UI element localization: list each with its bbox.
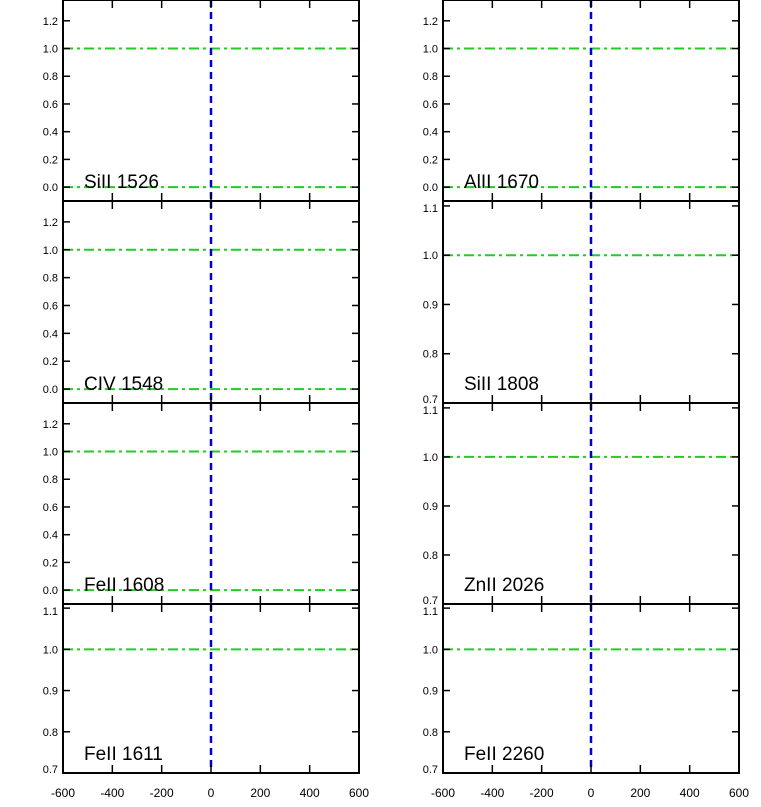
panel-feii-1611: 0.7 0.8 0.9 1.0 1.1 FeII 1611: [43, 604, 359, 776]
y-tick-label: 0.9: [423, 299, 438, 311]
x-tick-label: 200: [630, 786, 650, 800]
panel-feii-1608: 0.0 0.2 0.4 0.6 0.8 1.0 1.2 FeII 1608: [43, 403, 359, 604]
y-tick-label: 1.0: [423, 44, 438, 56]
x-tick-label: 400: [300, 786, 320, 800]
x-tick-label: 0: [208, 786, 215, 800]
y-tick-label: 1.0: [43, 644, 58, 656]
y-tick-label: 0.8: [423, 550, 438, 562]
y-tick-label: 0.2: [43, 154, 58, 166]
x-tick-label: -400: [480, 786, 504, 800]
y-tick-label: 0.4: [43, 530, 58, 542]
y-tick-label: 0.0: [43, 384, 58, 396]
panel-alii-1670: 0.0 0.2 0.4 0.6 0.8 1.0 1.2 AlII 1670: [423, 0, 739, 201]
y-tick-label: 0.7: [43, 764, 58, 776]
panel-label: CIV 1548: [84, 374, 163, 395]
y-tick-label: 0.4: [43, 127, 58, 139]
y-tick-label: 0.9: [423, 686, 438, 698]
y-tick-label: 1.0: [423, 452, 438, 464]
x-tick-label: 200: [250, 786, 270, 800]
y-tick-label: 0.8: [423, 71, 438, 83]
panel-label: FeII 2260: [464, 744, 544, 765]
panel-feii-2260: 0.7 0.8 0.9 1.0 1.1 FeII 2260: [423, 604, 739, 776]
y-tick-label: 0.6: [423, 99, 438, 111]
y-tick-label: 1.2: [43, 217, 58, 229]
panel-label: FeII 1608: [84, 575, 164, 596]
panel-label: SiII 1526: [84, 172, 159, 193]
y-tick-label: 0.2: [43, 356, 58, 368]
y-tick-label: 1.1: [43, 606, 58, 618]
y-tick-label: 1.0: [423, 644, 438, 656]
y-tick-label: 0.7: [423, 764, 438, 776]
y-tick-label: 0.8: [43, 71, 58, 83]
y-tick-label: 1.1: [423, 405, 438, 417]
y-tick-label: 0.2: [43, 557, 58, 569]
y-tick-label: 0.6: [43, 99, 58, 111]
y-tick-label: 0.0: [43, 182, 58, 194]
y-tick-label: 0.8: [43, 474, 58, 486]
y-tick-label: 1.0: [43, 245, 58, 257]
panel-civ-1548: 0.0 0.2 0.4 0.6 0.8 1.0 1.2 CIV 1548: [43, 201, 359, 403]
y-tick-label: 0.6: [43, 300, 58, 312]
y-tick-label: 0.4: [423, 127, 438, 139]
x-tick-label: -400: [100, 786, 124, 800]
y-tick-label: 0.8: [423, 349, 438, 361]
y-tick-label: 0.4: [43, 328, 58, 340]
y-tick-label: 1.2: [423, 16, 438, 28]
y-tick-label: 1.0: [43, 447, 58, 459]
y-tick-label: 0.8: [43, 273, 58, 285]
x-tick-label: 600: [349, 786, 369, 800]
x-tick-label: -200: [150, 786, 174, 800]
panel-label: ZnII 2026: [464, 575, 544, 596]
y-tick-label: 1.1: [423, 203, 438, 215]
y-tick-label: 0.6: [43, 502, 58, 514]
panel-label: SiII 1808: [464, 374, 539, 395]
y-tick-label: 0.9: [43, 686, 58, 698]
y-tick-label: 1.0: [423, 250, 438, 262]
y-tick-label: 0.0: [43, 585, 58, 597]
y-tick-label: 0.8: [423, 727, 438, 739]
y-tick-label: 1.2: [43, 419, 58, 431]
y-tick-label: 1.0: [43, 44, 58, 56]
x-tick-label: -200: [530, 786, 554, 800]
panel-label: AlII 1670: [464, 172, 539, 193]
x-tick-label: -600: [51, 786, 75, 800]
x-tick-label: 600: [729, 786, 749, 800]
x-tick-label: 0: [588, 786, 595, 800]
y-tick-label: 0.0: [423, 182, 438, 194]
y-tick-label: 1.2: [43, 16, 58, 28]
y-tick-label: 0.8: [43, 727, 58, 739]
y-tick-label: 0.2: [423, 154, 438, 166]
y-tick-label: 0.9: [423, 501, 438, 513]
panel-label: FeII 1611: [84, 744, 163, 765]
panel-siii-1526: 0.0 0.2 0.4 0.6 0.8 1.0 1.2 SiII 1526: [43, 0, 359, 201]
y-tick-label: 1.1: [423, 606, 438, 618]
x-tick-label: 400: [680, 786, 700, 800]
x-tick-label: -600: [431, 786, 455, 800]
